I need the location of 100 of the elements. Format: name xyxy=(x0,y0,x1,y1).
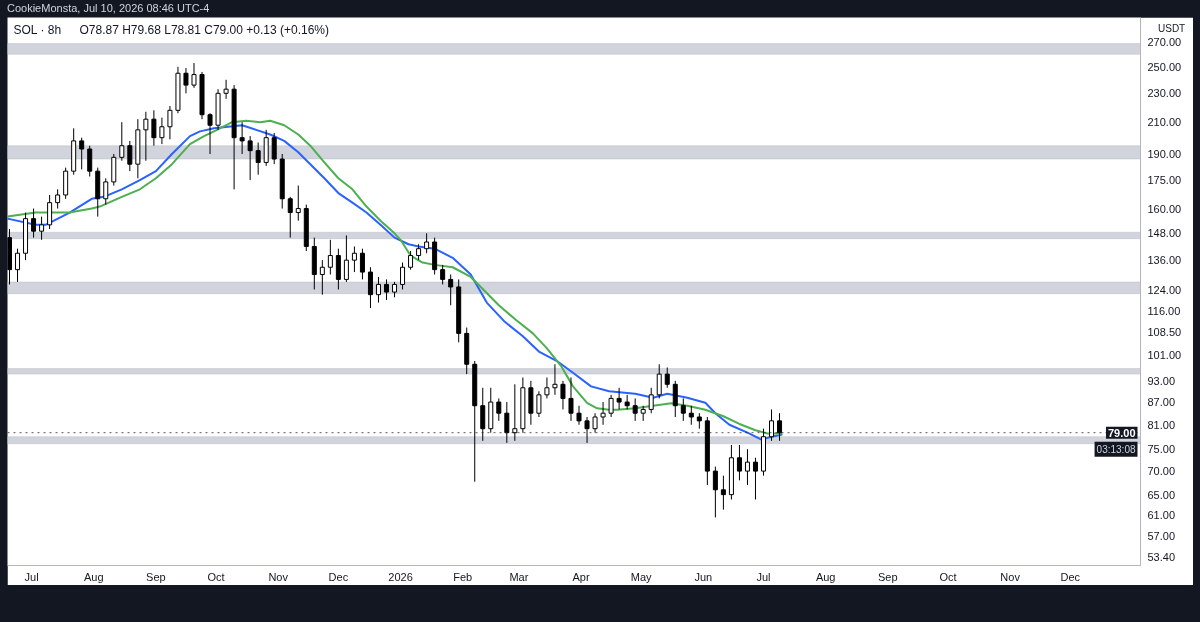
candlestick xyxy=(207,112,213,155)
candlestick xyxy=(632,397,638,422)
candlestick xyxy=(151,109,157,147)
candlestick xyxy=(167,105,173,140)
candlestick xyxy=(584,416,590,444)
candlestick xyxy=(223,79,229,100)
x-tick-label: Dec xyxy=(1060,570,1081,583)
candlestick xyxy=(552,363,558,396)
candlestick xyxy=(191,62,197,89)
candlestick xyxy=(255,141,261,176)
candlestick xyxy=(536,390,542,418)
candlestick xyxy=(440,264,446,285)
x-tick-label: Oct xyxy=(939,570,957,583)
text: CookieMonsta, Jul 10, 2026 08:46 UTC-4 xyxy=(7,1,210,16)
x-tick-label: Dec xyxy=(328,570,349,583)
candlestick xyxy=(143,111,149,162)
candlestick xyxy=(664,366,670,389)
candlestick xyxy=(159,117,165,145)
candlestick xyxy=(480,387,486,442)
candlestick xyxy=(769,408,775,442)
candlestick xyxy=(616,387,622,410)
candlestick xyxy=(359,248,365,280)
x-tick-label: Mar xyxy=(509,570,529,583)
y-tick-label: 70.00 xyxy=(1147,465,1176,478)
candlestick xyxy=(720,475,726,511)
candlestick xyxy=(408,250,414,271)
candlestick xyxy=(656,363,662,399)
ref-line-label: 79.00 xyxy=(1107,426,1136,439)
candlestick xyxy=(504,401,510,444)
candlestick xyxy=(568,376,574,422)
annotation: 03:13:08 xyxy=(1096,443,1136,455)
candlestick xyxy=(247,135,253,181)
candlestick xyxy=(672,380,678,418)
y-tick-label: 116.00 xyxy=(1147,304,1181,317)
candlestick xyxy=(688,405,694,426)
y-tick-label: 61.00 xyxy=(1147,508,1176,521)
y-tick-label: 250.00 xyxy=(1147,60,1182,73)
candlestick xyxy=(752,457,758,501)
candlestick xyxy=(544,376,550,399)
x-tick-label: Aug xyxy=(83,570,104,583)
x-tick-label: Feb xyxy=(453,570,473,583)
candlestick xyxy=(600,401,606,426)
candlestick xyxy=(367,266,373,309)
candlestick xyxy=(648,387,654,414)
candlestick xyxy=(39,216,45,241)
candlestick xyxy=(79,137,85,170)
y-tick-label: 124.00 xyxy=(1147,283,1182,296)
y-tick-label: 93.00 xyxy=(1147,374,1176,387)
candlestick xyxy=(327,239,333,275)
candlestick xyxy=(608,394,614,418)
y-tick-label: 81.00 xyxy=(1147,418,1176,431)
candlestick xyxy=(63,167,69,200)
y-tick-label: 101.00 xyxy=(1147,348,1182,361)
y-tick-label: 230.00 xyxy=(1147,87,1182,100)
candlestick xyxy=(496,397,502,422)
y-tick-label: 270.00 xyxy=(1147,36,1182,49)
candlestick xyxy=(736,444,742,481)
y-tick-label: 65.00 xyxy=(1147,488,1176,501)
candlestick xyxy=(592,412,598,434)
candlestick xyxy=(744,448,750,486)
candlestick xyxy=(295,185,301,222)
candlestick xyxy=(15,248,21,283)
candlestick xyxy=(127,140,133,172)
y-tick-label: 190.00 xyxy=(1147,147,1182,160)
candlestick xyxy=(183,67,189,94)
candlestick xyxy=(319,259,325,296)
candlestick xyxy=(47,194,53,230)
chart-title: SOL · 8h xyxy=(13,22,62,37)
y-tick-label: 108.50 xyxy=(1147,325,1182,338)
candlestick xyxy=(512,383,518,442)
candlestick xyxy=(103,177,109,206)
y-tick-label: 87.00 xyxy=(1147,396,1176,409)
x-tick-label: Jul xyxy=(756,570,771,583)
candlestick xyxy=(287,196,293,239)
candlestick xyxy=(343,234,349,283)
candlestick xyxy=(712,466,718,518)
y-tick-label: 148.00 xyxy=(1147,227,1182,240)
candlestick xyxy=(335,248,341,290)
y-axis-title: USDT xyxy=(1158,23,1186,35)
x-tick-label: Aug xyxy=(815,570,836,583)
candlestick xyxy=(400,262,406,290)
candlestick xyxy=(424,232,430,254)
y-tick-label: 175.00 xyxy=(1147,174,1182,187)
x-tick-label: Sep xyxy=(146,570,166,583)
candlestick xyxy=(351,245,357,273)
candlestick xyxy=(384,278,390,301)
x-tick-label: Sep xyxy=(878,570,898,583)
x-tick-label: Nov xyxy=(1000,570,1021,583)
candlestick xyxy=(624,394,630,410)
x-tick-label: Nov xyxy=(268,570,289,583)
chart-subtitle: O78.87 H79.68 L78.81 C79.00 +0.13 (+0.16%) xyxy=(79,22,330,37)
y-tick-label: 57.00 xyxy=(1147,530,1176,543)
x-tick-label: Oct xyxy=(207,570,225,583)
candlestick xyxy=(576,405,582,426)
candlestick xyxy=(680,397,686,422)
y-tick-label: 160.00 xyxy=(1147,202,1182,215)
y-tick-label: 210.00 xyxy=(1147,116,1182,129)
y-tick-label: 136.00 xyxy=(1147,254,1182,267)
candlestick xyxy=(119,121,125,162)
y-tick-label: 75.00 xyxy=(1147,443,1176,456)
